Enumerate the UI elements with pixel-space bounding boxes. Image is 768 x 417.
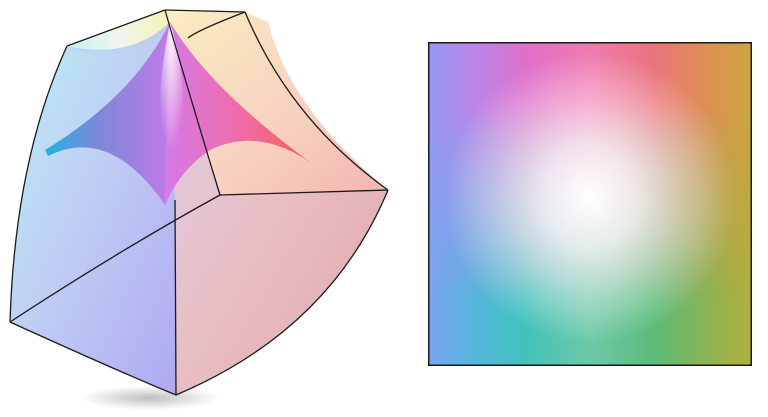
face-top-back-right <box>165 10 388 195</box>
edge-center-spine <box>164 9 221 196</box>
solid-edges <box>9 9 389 396</box>
edge-front-vertical <box>174 199 177 396</box>
color-solid-figure <box>9 9 389 410</box>
square-border <box>428 42 752 366</box>
face-right <box>170 22 388 395</box>
edge-top-left <box>66 9 166 47</box>
edge-mid-left <box>9 194 221 323</box>
peak-surface-left <box>45 22 170 205</box>
edge-bottom-left <box>9 321 177 396</box>
color-square-figure <box>428 42 752 366</box>
edge-mid-right <box>219 189 389 196</box>
edge-top-back <box>164 9 246 13</box>
solid-shadow <box>80 386 220 410</box>
color-solid-3d <box>9 9 389 410</box>
edge-bottom-right <box>175 189 389 396</box>
color-square <box>428 42 752 366</box>
peak-highlight <box>158 22 184 205</box>
peak-surface-right <box>165 22 318 205</box>
square-center-white <box>428 42 752 366</box>
edge-right-curve <box>244 11 389 191</box>
edge-left-side <box>9 45 68 323</box>
edge-top-inner <box>187 11 246 39</box>
